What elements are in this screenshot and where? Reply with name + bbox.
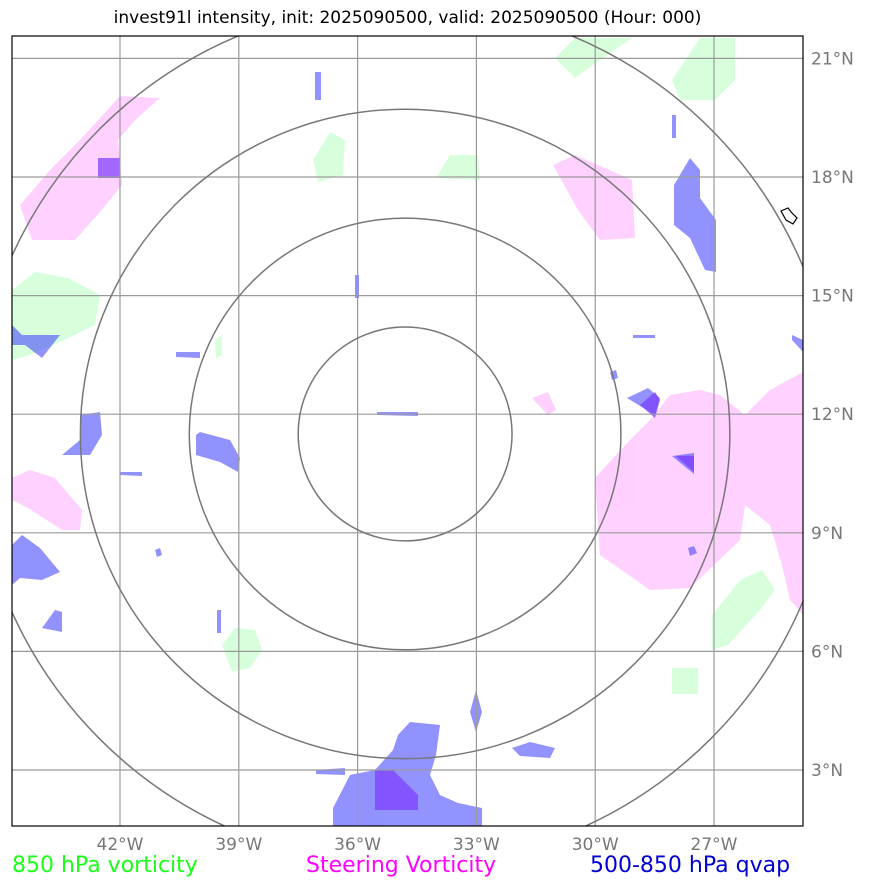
steering-vorticity-patch — [532, 392, 556, 415]
lon-tick-label: 30°W — [572, 835, 619, 855]
range-ring — [297, 326, 513, 542]
qvap-patch — [12, 535, 60, 585]
legend-850-vorticity: 850 hPa vorticity — [12, 853, 198, 878]
legend-steering-vorticity: Steering Vorticity — [306, 853, 497, 878]
qvap-patch — [196, 432, 240, 472]
qvap-patch — [12, 325, 60, 358]
vorticity-850-patch — [436, 155, 480, 180]
qvap-patch — [688, 546, 697, 556]
vorticity-850-field — [12, 38, 775, 694]
lon-tick-label: 42°W — [97, 835, 144, 855]
qvap-patch — [42, 610, 62, 632]
range-rings — [12, 36, 803, 826]
vorticity-850-patch — [712, 570, 775, 650]
steering-vorticity-patch — [553, 155, 635, 240]
vorticity-850-patch — [215, 335, 222, 358]
vorticity-850-patch — [672, 38, 735, 100]
qvap-patch — [633, 335, 655, 338]
qvap-patch — [120, 472, 142, 476]
qvap-field — [12, 72, 803, 826]
steering-vorticity-patch — [595, 372, 803, 615]
overlap-patch — [375, 770, 418, 810]
field-overlays — [12, 38, 803, 826]
vorticity-850-patch — [313, 132, 345, 182]
lon-tick-label: 33°W — [453, 835, 500, 855]
axis-labels: 42°W 39°W 36°W 33°W 30°W 27°W 3°N 6°N 9°N 12°N 15°… — [97, 49, 854, 855]
qvap-patch — [217, 610, 221, 633]
map-frame — [11, 35, 804, 827]
lat-tick-label: 21°N — [811, 49, 854, 69]
qvap-patch — [333, 722, 482, 826]
qvap-patch — [155, 548, 162, 557]
qvap-patch — [792, 335, 803, 352]
legend-qvap: 500-850 hPa qvap — [590, 853, 791, 878]
qvap-patch — [512, 742, 555, 758]
qvap-patch — [672, 115, 676, 138]
lat-tick-label: 12°N — [811, 405, 854, 425]
qvap-patch — [176, 352, 200, 358]
overlap-patch — [98, 158, 120, 178]
vorticity-850-patch — [672, 668, 698, 694]
lon-tick-label: 27°W — [691, 835, 738, 855]
lat-tick-label: 15°N — [811, 287, 854, 307]
overlap-patch — [676, 456, 694, 472]
steering-vorticity-field — [12, 96, 803, 615]
vorticity-850-patch — [12, 272, 100, 360]
qvap-patch — [674, 158, 716, 272]
lat-tick-label: 3°N — [811, 761, 843, 781]
map-area — [12, 36, 803, 826]
plot-title: invest91l intensity, init: 2025090500, v… — [113, 8, 702, 28]
lat-tick-label: 6°N — [811, 642, 843, 662]
overlap-patch — [640, 392, 660, 418]
gridlines — [12, 36, 803, 826]
lat-tick-label: 9°N — [811, 524, 843, 544]
qvap-patch — [316, 768, 345, 775]
qvap-patch — [315, 72, 321, 100]
vorticity-850-patch — [222, 628, 262, 672]
range-ring — [188, 217, 622, 651]
range-ring — [79, 108, 731, 760]
lon-tick-label: 36°W — [334, 835, 381, 855]
coastline-island — [780, 207, 798, 225]
lat-tick-label: 18°N — [811, 168, 854, 188]
overlap-field — [98, 158, 694, 810]
qvap-patch — [62, 412, 102, 455]
steering-vorticity-patch — [12, 470, 82, 530]
lon-tick-label: 39°W — [215, 835, 262, 855]
steering-vorticity-patch — [20, 96, 160, 240]
